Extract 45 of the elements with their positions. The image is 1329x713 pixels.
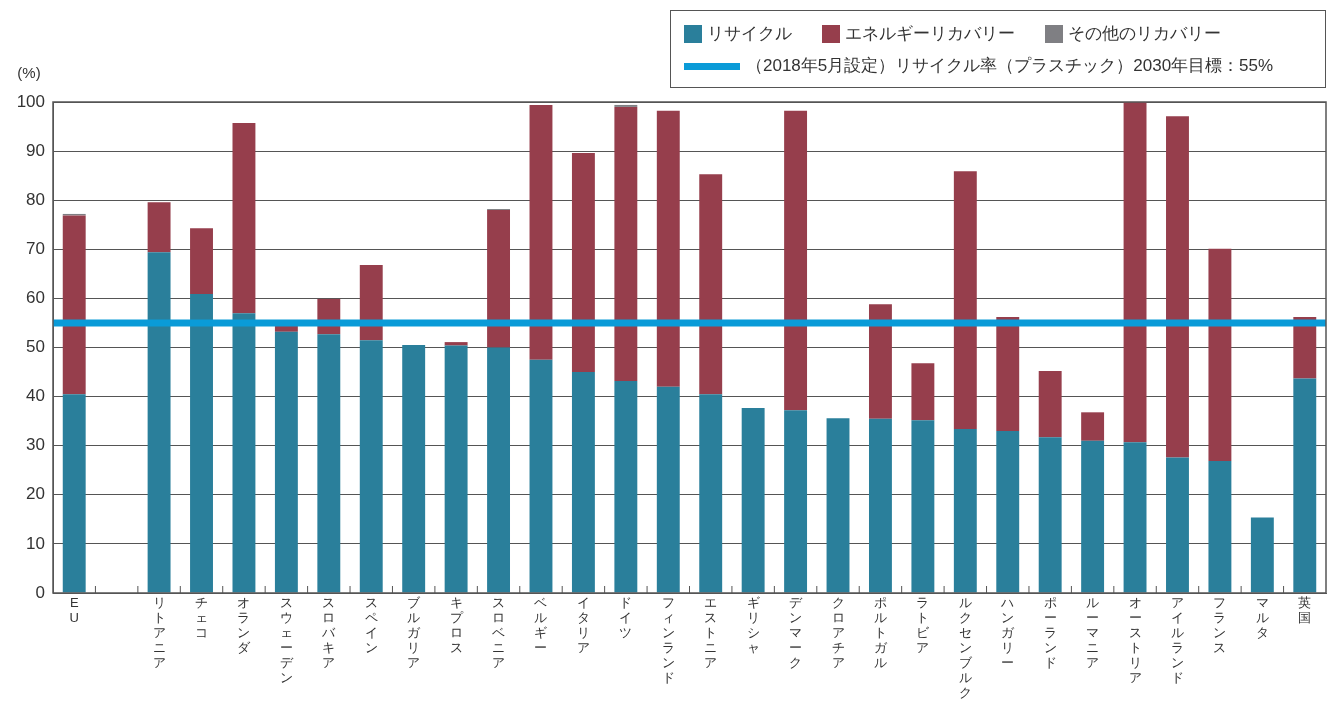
x-tick-label: イタリア [576, 595, 590, 656]
legend-label: リサイクル [707, 23, 792, 45]
x-tick-label: ポルトガル [873, 595, 888, 671]
x-tick-label: フランス [1213, 595, 1227, 656]
x-tick-label: アイルランド [1170, 595, 1184, 686]
y-tick-label: 30 [26, 435, 45, 455]
x-tick-label: デンマーク [789, 595, 804, 671]
x-tick-label: ギリシャ [746, 595, 760, 656]
x-tick-label: スペイン [364, 595, 378, 656]
y-axis-title: (%) [17, 64, 41, 82]
y-tick-label: 40 [26, 386, 45, 406]
x-tick-label: スロベニア [492, 595, 506, 671]
x-tick-label: リトアニア [152, 595, 166, 671]
x-tick-label: オランダ [237, 595, 252, 656]
x-tick-label: ルーマニア [1086, 595, 1100, 671]
x-tick-label: スロバキア [321, 595, 337, 671]
x-tick-label: マルタ [1255, 595, 1269, 641]
x-tick-label: エストニア [704, 595, 718, 671]
x-tick-label: ハンガリー [1000, 595, 1016, 671]
x-tick-label: ルクセンブルク [958, 595, 973, 701]
x-tick-label: ブルガリア [407, 595, 422, 671]
legend-label: エネルギーリカバリー [845, 23, 1015, 45]
x-tick-label: ラトビア [916, 595, 931, 656]
y-tick-label: 90 [26, 140, 45, 160]
x-tick-label: EU [69, 595, 79, 626]
x-tick-label: スウェーデン [279, 595, 294, 686]
y-tick-label: 60 [26, 288, 45, 308]
x-tick-label: ドイツ [619, 595, 633, 641]
x-tick-label: キプロス [449, 595, 464, 656]
y-tick-label: 0 [35, 582, 45, 602]
y-tick-label: 100 [16, 91, 45, 111]
x-tick-label: クロアチア [831, 595, 845, 671]
x-tick-label: 英国 [1298, 595, 1312, 626]
y-tick-label: 20 [26, 484, 45, 504]
x-tick-label: フィンランド [661, 595, 675, 686]
legend-label: その他のリカバリー [1068, 23, 1221, 45]
y-tick-label: 10 [26, 533, 45, 553]
y-tick-label: 50 [26, 337, 45, 357]
legend-label: （2018年5月設定）リサイクル率（プラスチック）2030年目標：55% [746, 55, 1274, 77]
y-tick-label: 70 [26, 238, 45, 258]
x-tick-label: チェコ [195, 595, 209, 641]
x-tick-label: ベルギー [534, 595, 548, 656]
x-tick-label: ポーランド [1043, 595, 1057, 671]
y-tick-label: 80 [26, 189, 45, 209]
x-tick-label: オーストリア [1128, 595, 1142, 686]
